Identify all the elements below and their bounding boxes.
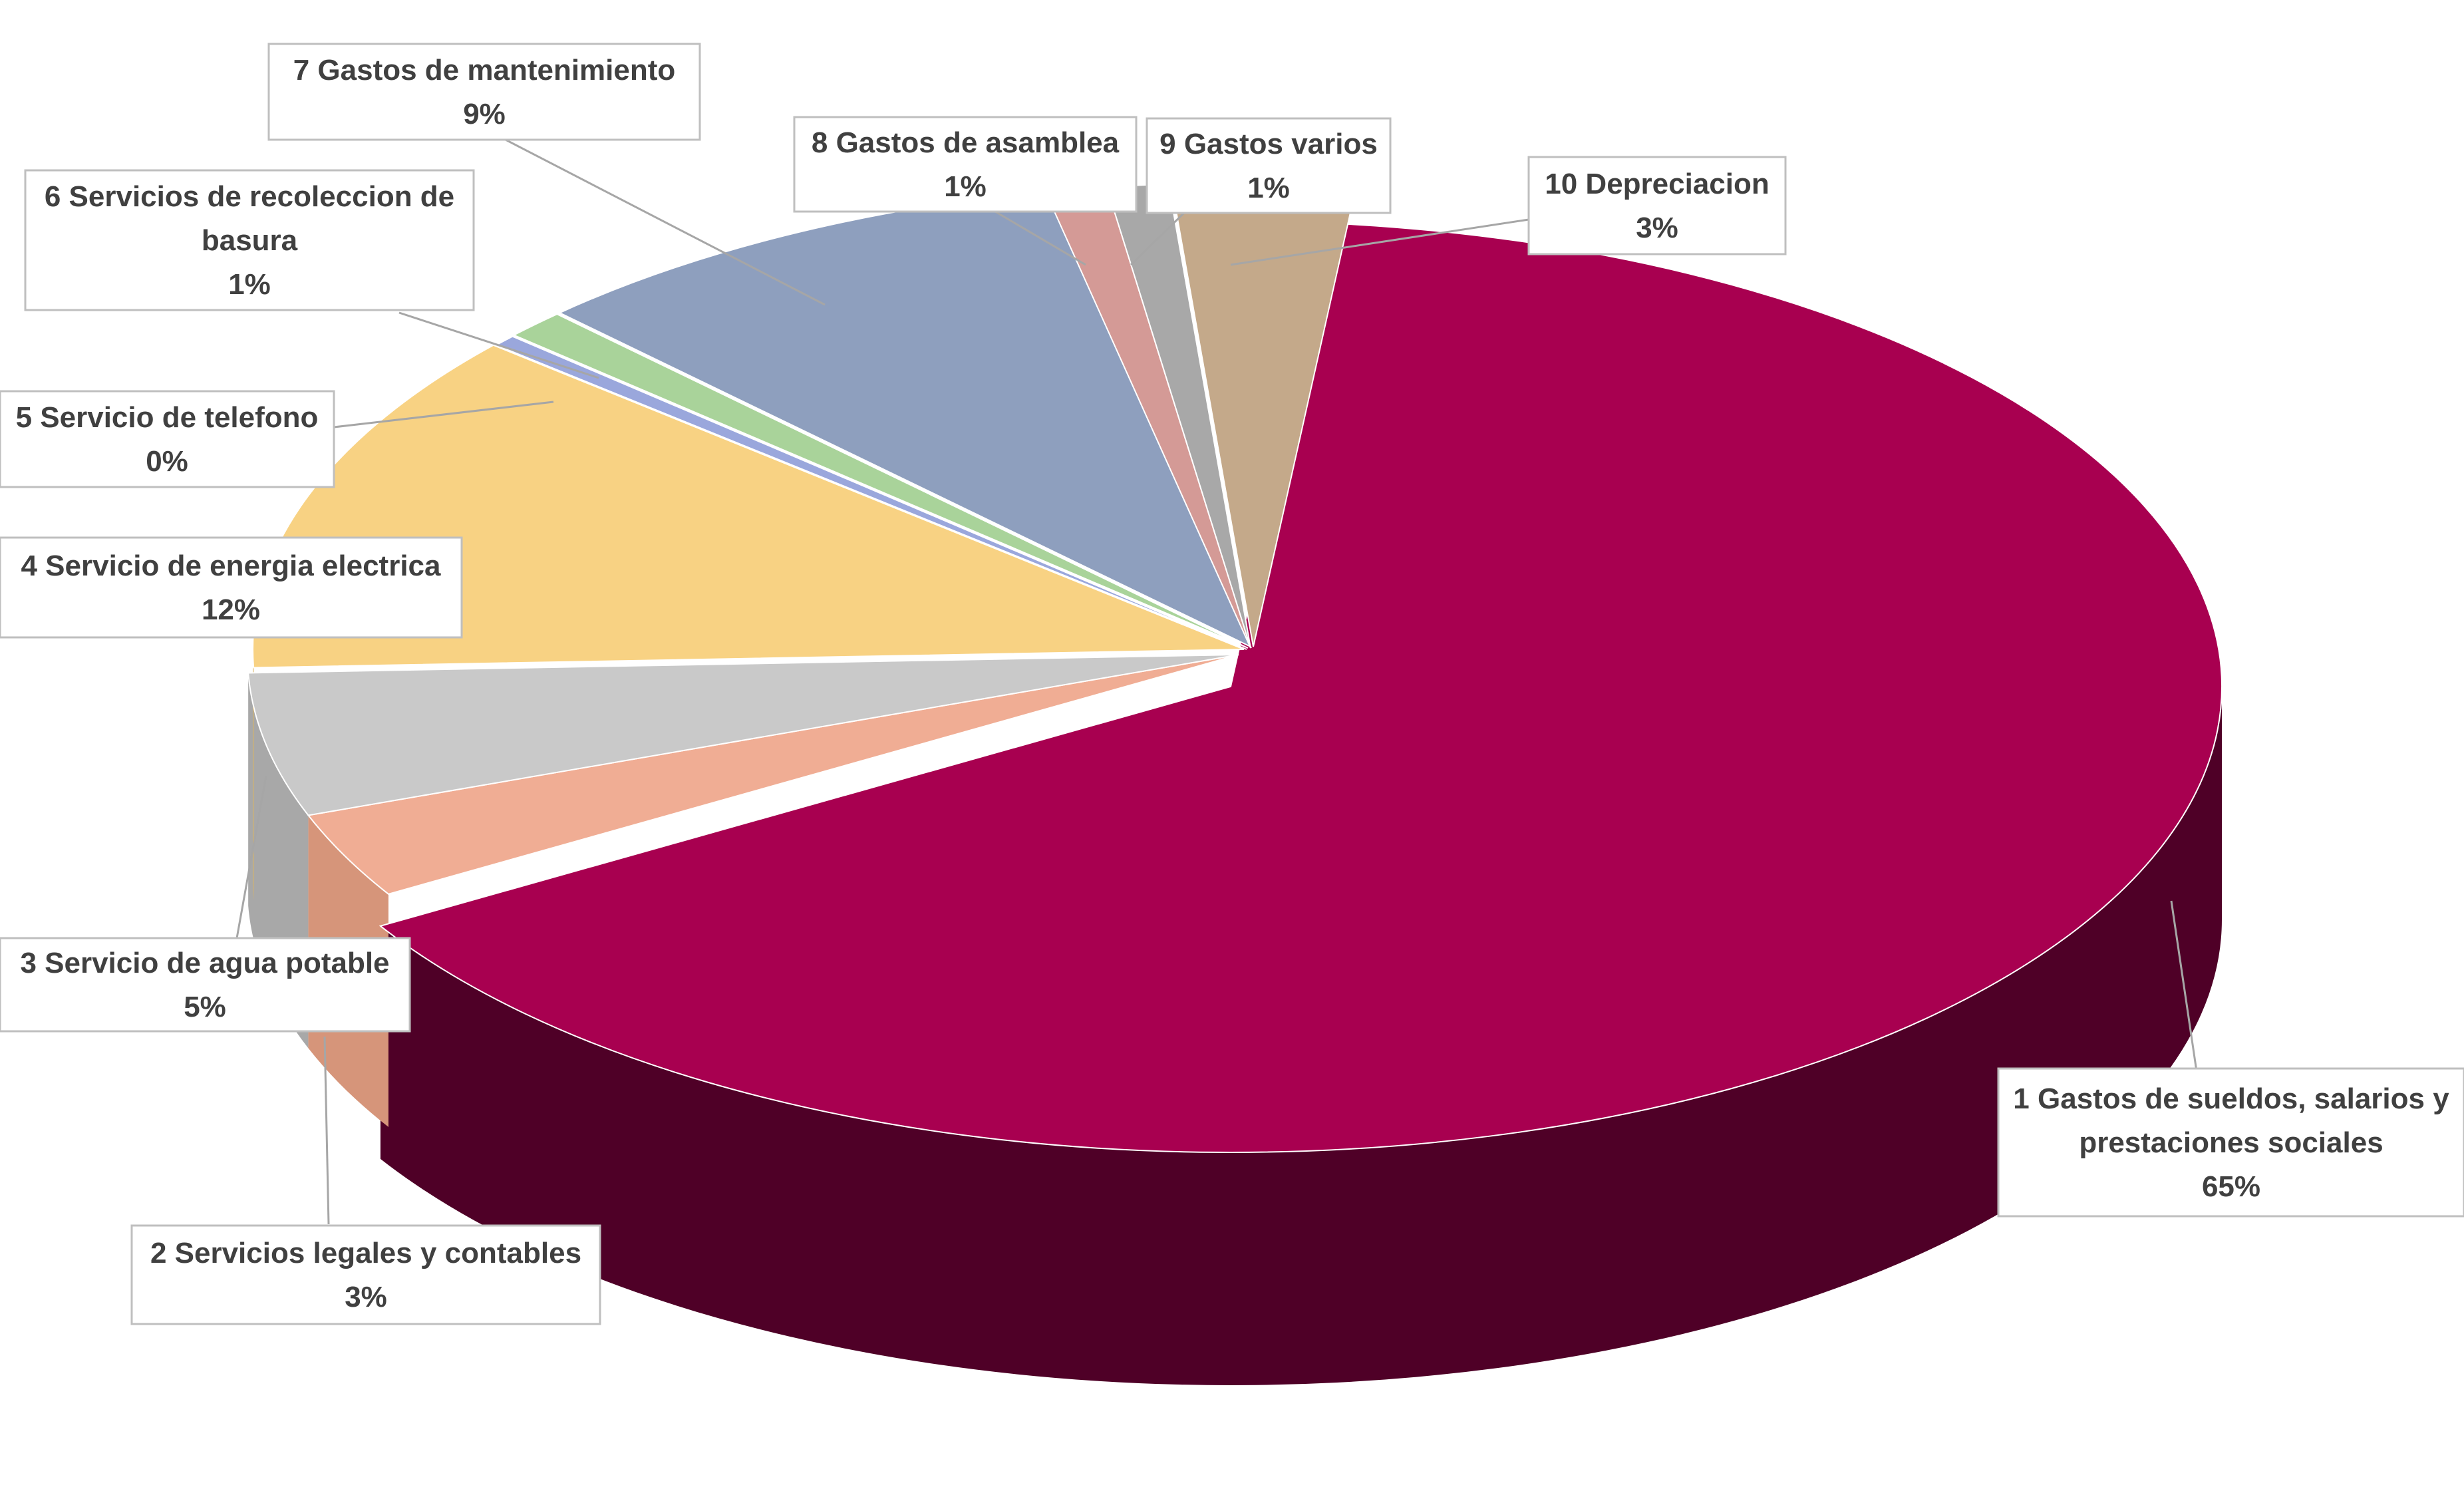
data-label-5: 5 Servicio de telefono 0% bbox=[0, 390, 335, 488]
data-label-1: 1 Gastos de sueldos, salarios y prestacio… bbox=[1997, 1067, 2464, 1218]
data-label-percent: 1% bbox=[228, 268, 271, 301]
data-label-percent: 3% bbox=[345, 1281, 387, 1313]
data-label-text: 6 Servicios de recoleccion de bbox=[45, 180, 454, 213]
data-label-box bbox=[267, 43, 701, 141]
data-label-percent: 12% bbox=[202, 593, 260, 626]
data-labels: 1 Gastos de sueldos, salarios y prestacio… bbox=[0, 43, 2464, 1325]
data-label-box bbox=[130, 1224, 601, 1325]
data-label-text: 8 Gastos de asamblea bbox=[812, 126, 1120, 159]
data-label-text: 3 Servicio de agua potable bbox=[20, 947, 389, 979]
data-label-percent: 9% bbox=[463, 98, 506, 130]
data-label-text: 2 Servicios legales y contables bbox=[150, 1237, 581, 1269]
data-label-box bbox=[0, 937, 411, 1033]
leader-line-9 bbox=[1130, 212, 1185, 266]
leader-line-6 bbox=[398, 311, 599, 379]
data-label-percent: 1% bbox=[1247, 172, 1290, 204]
data-label-6: 6 Servicios de recoleccion de basura 1% bbox=[24, 169, 475, 311]
data-label-text: 4 Servicio de energia electrica bbox=[21, 550, 441, 582]
data-label-box bbox=[24, 169, 475, 311]
data-label-2: 2 Servicios legales y contables 3% bbox=[130, 1224, 601, 1325]
data-label-text: 7 Gastos de mantenimiento bbox=[293, 54, 676, 86]
data-label-9: 9 Gastos varios 1% bbox=[1146, 117, 1392, 214]
data-label-box bbox=[0, 390, 335, 488]
pie-slices bbox=[247, 180, 2223, 1153]
data-label-percent: 0% bbox=[146, 445, 188, 478]
data-label-7: 7 Gastos de mantenimiento 9% bbox=[267, 43, 701, 141]
leader-line-3 bbox=[235, 775, 267, 939]
data-label-text: 1 Gastos de sueldos, salarios y bbox=[2013, 1082, 2449, 1115]
data-label-text: prestaciones sociales bbox=[2079, 1126, 2383, 1159]
data-label-text: basura bbox=[202, 224, 298, 257]
data-label-box bbox=[793, 116, 1138, 213]
data-label-box bbox=[1527, 156, 1787, 255]
pie-slice-1 bbox=[379, 222, 2223, 1153]
data-label-4: 4 Servicio de energia electrica 12% bbox=[0, 536, 463, 639]
data-label-box bbox=[1997, 1067, 2464, 1218]
data-label-box bbox=[1146, 117, 1392, 214]
pie-slice-side-1 bbox=[380, 687, 2222, 1385]
data-label-percent: 1% bbox=[944, 170, 987, 203]
data-label-text: 10 Depreciacion bbox=[1545, 168, 1770, 200]
data-label-3: 3 Servicio de agua potable 5% bbox=[0, 937, 411, 1033]
leader-line-10 bbox=[1230, 218, 1529, 266]
pie-slice-3 bbox=[247, 654, 1239, 816]
leader-line-1 bbox=[2170, 900, 2198, 1072]
data-label-percent: 3% bbox=[1636, 212, 1678, 244]
leader-line-8 bbox=[995, 210, 1086, 266]
leader-line-7 bbox=[505, 138, 826, 306]
leader-line-2 bbox=[323, 1036, 330, 1225]
data-label-percent: 5% bbox=[184, 991, 226, 1023]
data-label-8: 8 Gastos de asamblea 1% bbox=[793, 116, 1138, 213]
pie-slice-6 bbox=[512, 313, 1249, 649]
pie-slice-2 bbox=[307, 654, 1239, 895]
data-label-percent: 65% bbox=[2202, 1170, 2260, 1203]
data-label-text: 9 Gastos varios bbox=[1159, 128, 1378, 160]
data-label-box bbox=[0, 536, 463, 639]
data-label-text: 5 Servicio de telefono bbox=[16, 401, 319, 434]
data-label-10: 10 Depreciacion 3% bbox=[1527, 156, 1787, 255]
leader-line-5 bbox=[333, 401, 554, 428]
